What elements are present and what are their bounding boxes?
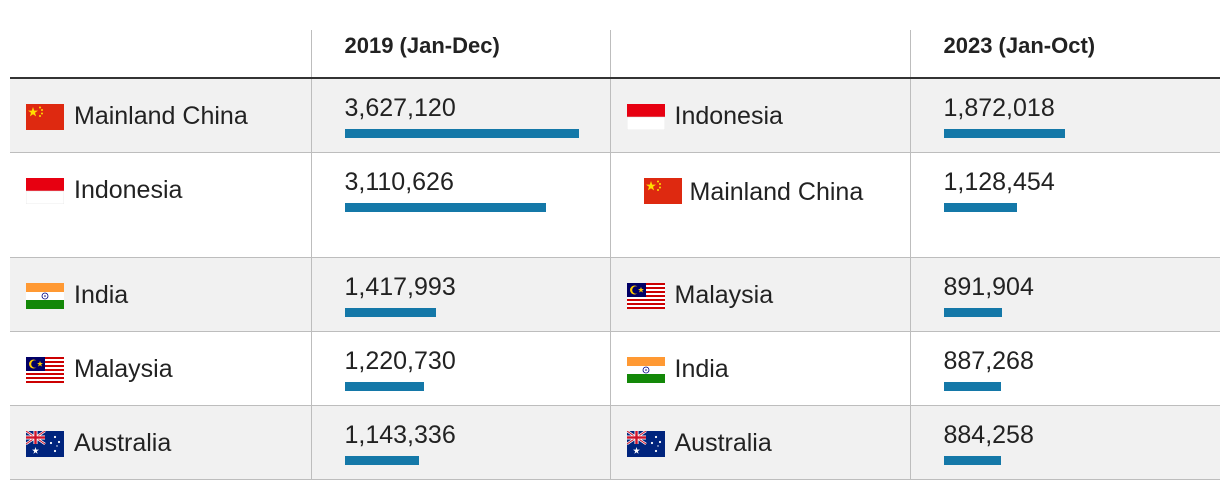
india-flag-icon bbox=[26, 283, 64, 309]
table-row: Mainland China 3,627,120 Indonesia 1,872,01… bbox=[10, 78, 1220, 153]
country-cell: Mainland China bbox=[10, 78, 311, 153]
value-cell: 3,627,120 bbox=[310, 78, 610, 153]
value-bar bbox=[344, 129, 579, 138]
value-cell: 887,268 bbox=[909, 331, 1220, 406]
value-bar bbox=[943, 456, 1001, 465]
header-country-2 bbox=[609, 30, 910, 79]
country-cell: Australia bbox=[609, 405, 910, 480]
malaysia-flag-icon bbox=[26, 357, 64, 383]
australia-flag-icon bbox=[627, 431, 665, 457]
country-name-indonesia: Indonesia bbox=[74, 176, 183, 204]
malaysia-flag-icon bbox=[627, 283, 665, 309]
country-cell: India bbox=[609, 331, 910, 406]
table-row: Australia 1,143,336 Australia 884,258 bbox=[10, 405, 1220, 480]
country-name-mainland-china: Mainland China bbox=[74, 102, 248, 130]
value-bar bbox=[943, 203, 1017, 212]
table-row: India 1,417,993 Malaysia 891,904 bbox=[10, 257, 1220, 332]
indonesia-flag-icon bbox=[627, 104, 665, 130]
value-cell: 3,110,626 bbox=[310, 152, 610, 258]
value-cell: 884,258 bbox=[909, 405, 1220, 480]
country-cell: India bbox=[10, 257, 311, 332]
value-label: 887,268 bbox=[943, 347, 1034, 375]
china-flag-icon bbox=[26, 104, 64, 130]
value-label: 3,627,120 bbox=[344, 94, 456, 122]
value-cell: 1,128,454 bbox=[909, 152, 1220, 258]
value-bar bbox=[943, 129, 1065, 138]
country-cell: Mainland China bbox=[609, 152, 910, 258]
value-cell: 1,872,018 bbox=[909, 78, 1220, 153]
country-cell: Malaysia bbox=[609, 257, 910, 332]
value-label: 884,258 bbox=[943, 421, 1034, 449]
value-label: 891,904 bbox=[943, 273, 1034, 301]
value-label: 1,143,336 bbox=[344, 421, 456, 449]
value-cell: 891,904 bbox=[909, 257, 1220, 332]
value-label: 1,220,730 bbox=[344, 347, 456, 375]
value-label: 3,110,626 bbox=[344, 168, 454, 196]
country-name-mainland-china: Mainland China bbox=[689, 178, 864, 206]
value-bar bbox=[344, 456, 419, 465]
australia-flag-icon bbox=[26, 431, 64, 457]
table-row: Malaysia 1,220,730 India 887,268 bbox=[10, 331, 1220, 406]
country-name-indonesia: Indonesia bbox=[674, 102, 783, 130]
value-bar bbox=[943, 382, 1001, 391]
value-bar bbox=[344, 382, 424, 391]
country-name-india: India bbox=[674, 355, 729, 383]
country-cell: Indonesia bbox=[609, 78, 910, 153]
value-cell: 1,143,336 bbox=[310, 405, 610, 480]
table-row: Indonesia 3,110,626 Mainland China 1,128,45… bbox=[10, 152, 1220, 258]
value-label: 1,417,993 bbox=[344, 273, 456, 301]
arrivals-comparison-table: 2019 (Jan-Dec) 2023 (Jan-Oct) Mainland C… bbox=[10, 30, 1220, 480]
value-cell: 1,417,993 bbox=[310, 257, 610, 332]
country-name-malaysia: Malaysia bbox=[674, 281, 774, 309]
value-cell: 1,220,730 bbox=[310, 331, 610, 406]
country-cell: Indonesia bbox=[10, 152, 311, 258]
country-name-australia: Australia bbox=[74, 429, 172, 457]
header-row: 2019 (Jan-Dec) 2023 (Jan-Oct) bbox=[10, 30, 1220, 79]
india-flag-icon bbox=[627, 357, 665, 383]
value-bar bbox=[344, 308, 436, 317]
country-name-australia: Australia bbox=[674, 429, 772, 457]
value-bar bbox=[344, 203, 546, 212]
country-name-india: India bbox=[74, 281, 129, 309]
value-label: 1,872,018 bbox=[943, 94, 1055, 122]
value-label: 1,128,454 bbox=[943, 168, 1055, 196]
country-cell: Malaysia bbox=[10, 331, 311, 406]
indonesia-flag-icon bbox=[26, 178, 64, 204]
country-cell: Australia bbox=[10, 405, 311, 480]
value-bar bbox=[943, 308, 1002, 317]
header-2023: 2023 (Jan-Oct) bbox=[909, 30, 1220, 79]
header-country-1 bbox=[10, 30, 311, 79]
header-2019: 2019 (Jan-Dec) bbox=[310, 30, 610, 79]
china-flag-icon bbox=[644, 178, 682, 204]
country-name-malaysia: Malaysia bbox=[74, 355, 173, 383]
